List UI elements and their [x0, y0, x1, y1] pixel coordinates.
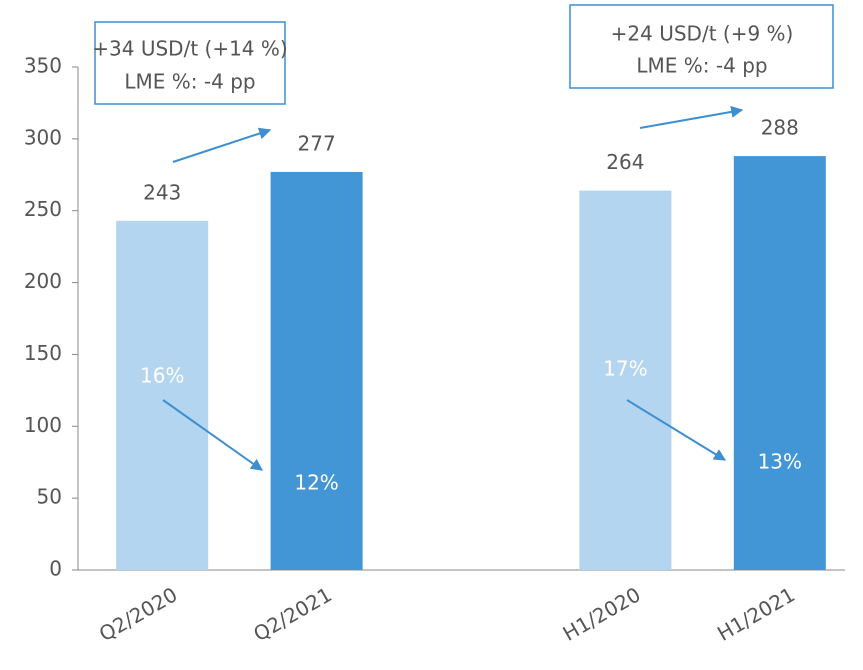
callout-text: LME %: -4 pp [636, 54, 767, 78]
arrow [626, 399, 727, 461]
y-tick-label: 250 [24, 197, 62, 221]
data-label: 243 [143, 180, 181, 204]
y-tick-label: 50 [37, 485, 62, 509]
arrow [162, 399, 263, 471]
callout-text: LME %: -4 pp [124, 70, 255, 94]
x-tick-label: H1/2021 [713, 582, 799, 645]
y-tick-label: 300 [24, 125, 62, 149]
x-tick-label: Q2/2020 [95, 582, 182, 646]
callout-text: +34 USD/t (+14 %) [92, 37, 287, 61]
y-tick-label: 100 [24, 413, 62, 437]
bar [579, 190, 672, 570]
bar [733, 156, 826, 571]
arrow [639, 105, 744, 129]
x-tick-label: Q2/2021 [249, 582, 336, 646]
callout-box [94, 21, 286, 105]
data-label: 277 [298, 131, 336, 155]
callout-text: +24 USD/t (+9 %) [611, 22, 794, 46]
bar-note: 13% [758, 450, 802, 474]
y-tick-label: 0 [49, 557, 62, 581]
x-tick-label: H1/2020 [559, 582, 645, 645]
data-label: 264 [606, 150, 644, 174]
arrow [172, 127, 272, 163]
y-tick-label: 350 [24, 54, 62, 78]
bar-note: 12% [294, 471, 338, 495]
callout-box [569, 4, 834, 89]
bar-note: 16% [140, 364, 184, 388]
y-tick-label: 150 [24, 341, 62, 365]
y-tick-label: 200 [24, 269, 62, 293]
bar-note: 17% [603, 357, 647, 381]
data-label: 288 [761, 116, 799, 140]
bar [116, 220, 209, 570]
bar [270, 171, 363, 570]
